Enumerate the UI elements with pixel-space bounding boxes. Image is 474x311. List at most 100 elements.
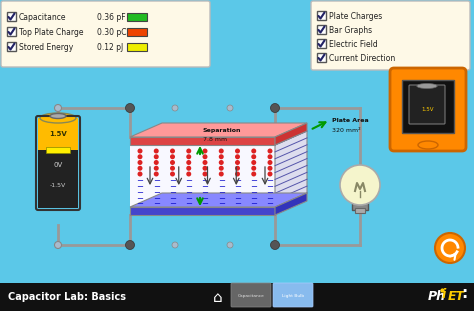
Circle shape	[170, 148, 175, 154]
Circle shape	[172, 242, 178, 248]
Text: −: −	[250, 182, 257, 191]
Text: Top Plate Charge: Top Plate Charge	[19, 28, 83, 37]
Text: 1.5V: 1.5V	[422, 107, 434, 112]
Polygon shape	[130, 193, 307, 207]
Text: −: −	[266, 177, 273, 185]
Circle shape	[202, 148, 208, 154]
Text: Capacitance: Capacitance	[237, 294, 264, 298]
FancyBboxPatch shape	[317, 25, 326, 34]
Text: −: −	[234, 182, 241, 191]
Circle shape	[267, 154, 273, 159]
Circle shape	[202, 166, 208, 171]
Text: 0.30 pC: 0.30 pC	[97, 28, 127, 37]
Text: 320 mm²: 320 mm²	[332, 128, 361, 132]
Text: −: −	[218, 199, 225, 208]
Circle shape	[137, 171, 143, 177]
Text: −: −	[266, 188, 273, 197]
Text: Capacitance: Capacitance	[19, 13, 66, 22]
Text: −: −	[250, 188, 257, 197]
Circle shape	[235, 166, 240, 171]
FancyBboxPatch shape	[311, 1, 470, 70]
Circle shape	[186, 154, 191, 159]
Text: -1.5V: -1.5V	[50, 183, 66, 188]
Circle shape	[202, 171, 208, 177]
Bar	[0, 283, 474, 311]
Circle shape	[137, 154, 143, 159]
Text: −: −	[185, 182, 192, 191]
Text: −: −	[201, 194, 209, 203]
Circle shape	[267, 160, 273, 165]
FancyBboxPatch shape	[390, 68, 466, 151]
Bar	[130, 145, 275, 207]
Circle shape	[170, 160, 175, 165]
Bar	[355, 208, 365, 213]
Text: 1.5V: 1.5V	[49, 131, 67, 137]
Polygon shape	[275, 123, 307, 145]
Circle shape	[219, 148, 224, 154]
Bar	[402, 80, 454, 133]
Circle shape	[340, 165, 380, 205]
Circle shape	[186, 148, 191, 154]
Text: −: −	[169, 199, 176, 208]
Text: −: −	[137, 199, 144, 208]
Text: Ph: Ph	[428, 290, 446, 304]
Text: Bar Graphs: Bar Graphs	[329, 26, 372, 35]
Text: −: −	[218, 194, 225, 203]
Text: −: −	[185, 199, 192, 208]
Circle shape	[251, 171, 256, 177]
Text: −: −	[201, 199, 209, 208]
Text: Capacitor Lab: Basics: Capacitor Lab: Basics	[8, 292, 126, 302]
Text: −: −	[218, 188, 225, 197]
Bar	[127, 28, 147, 36]
Circle shape	[154, 148, 159, 154]
Circle shape	[271, 104, 280, 113]
Text: −: −	[153, 199, 160, 208]
Circle shape	[251, 148, 256, 154]
FancyBboxPatch shape	[273, 283, 313, 307]
Text: −: −	[169, 188, 176, 197]
Text: −: −	[201, 188, 209, 197]
Circle shape	[435, 233, 465, 263]
Text: −: −	[137, 194, 144, 203]
Circle shape	[186, 160, 191, 165]
Circle shape	[137, 148, 143, 154]
Text: :: :	[461, 286, 467, 301]
Bar	[130, 207, 275, 215]
Text: −: −	[169, 177, 176, 185]
Circle shape	[55, 104, 62, 112]
Text: −: −	[250, 199, 257, 208]
Circle shape	[170, 171, 175, 177]
Circle shape	[267, 148, 273, 154]
Text: i: i	[442, 289, 446, 301]
Ellipse shape	[40, 113, 76, 123]
Text: Stored Energy: Stored Energy	[19, 43, 73, 52]
Text: 0.36 pF: 0.36 pF	[97, 13, 126, 22]
Circle shape	[251, 166, 256, 171]
Circle shape	[172, 105, 178, 111]
Text: −: −	[137, 177, 144, 185]
Text: −: −	[218, 182, 225, 191]
FancyBboxPatch shape	[231, 283, 271, 307]
Text: Light Bulb: Light Bulb	[282, 294, 304, 298]
Circle shape	[126, 240, 135, 249]
Text: Electric Field: Electric Field	[329, 40, 378, 49]
Bar	[46, 146, 70, 152]
Circle shape	[271, 240, 280, 249]
Text: −: −	[234, 177, 241, 185]
FancyBboxPatch shape	[7, 42, 16, 51]
Circle shape	[219, 160, 224, 165]
Circle shape	[267, 171, 273, 177]
Circle shape	[227, 105, 233, 111]
Text: ⌂: ⌂	[213, 290, 223, 304]
Ellipse shape	[50, 114, 66, 118]
Polygon shape	[130, 123, 307, 137]
Text: −: −	[218, 177, 225, 185]
FancyBboxPatch shape	[7, 12, 16, 21]
Circle shape	[219, 154, 224, 159]
Text: Separation: Separation	[203, 128, 241, 133]
Circle shape	[186, 166, 191, 171]
Text: −: −	[169, 194, 176, 203]
Text: Plate Area: Plate Area	[332, 118, 369, 123]
Bar	[352, 197, 368, 210]
Circle shape	[186, 171, 191, 177]
